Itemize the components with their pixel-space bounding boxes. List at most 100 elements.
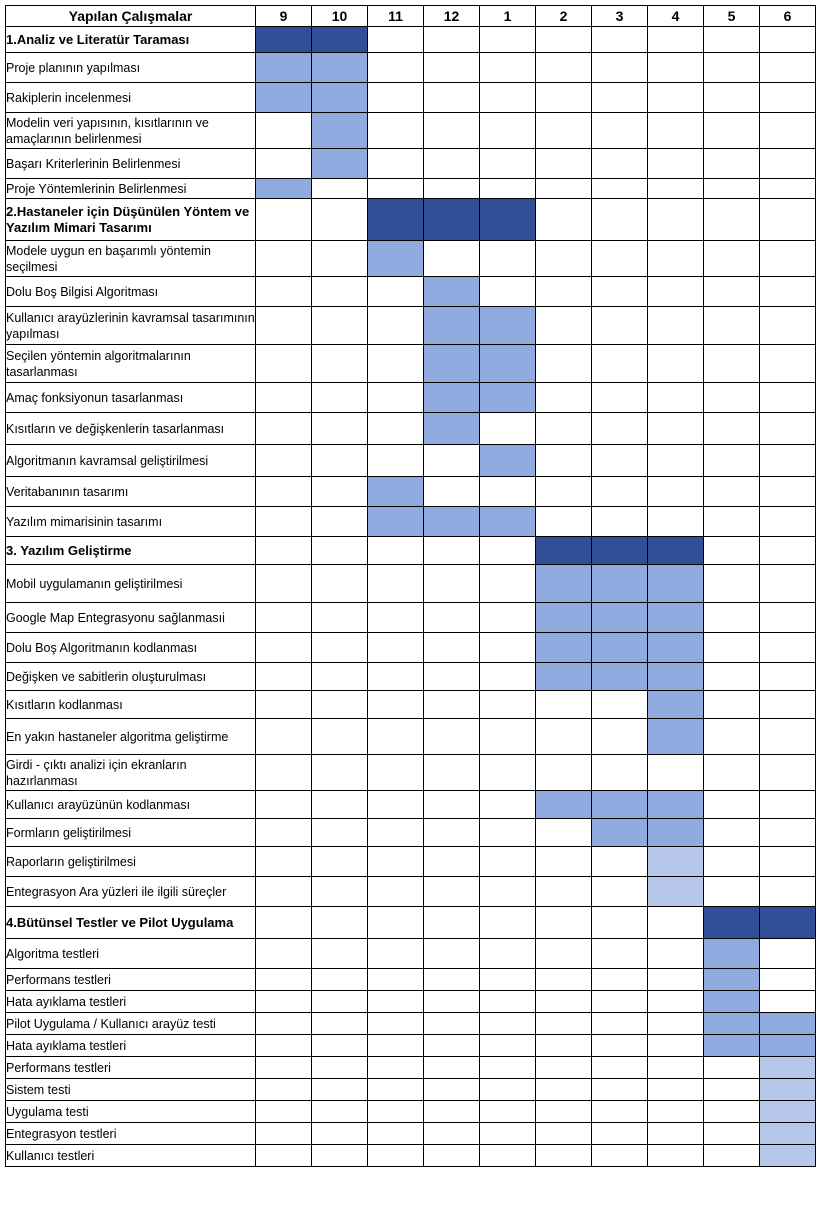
empty-cell [479,1122,536,1145]
empty-cell [647,26,704,53]
empty-cell [647,276,704,307]
empty-cell [647,1056,704,1079]
empty-cell [535,52,592,83]
empty-cell [423,602,480,633]
empty-cell [311,1056,368,1079]
empty-cell [479,52,536,83]
phase-bar-cell [255,26,312,53]
empty-cell [255,632,312,663]
empty-cell [703,198,760,241]
empty-cell [703,632,760,663]
task-row: Rakiplerin incelenmesi [5,82,816,113]
empty-cell [255,1056,312,1079]
empty-cell [759,82,816,113]
empty-cell [703,506,760,537]
empty-cell [255,536,312,565]
task-label: Formların geliştirilmesi [5,818,256,847]
empty-cell [535,754,592,791]
empty-cell [591,1100,648,1123]
empty-cell [703,26,760,53]
empty-cell [423,536,480,565]
empty-cell [479,536,536,565]
task-row: Hata ayıklama testleri [5,1034,816,1057]
empty-cell [591,1144,648,1167]
task-bar-cell [479,382,536,413]
task-bar-cell [311,82,368,113]
month-header: 5 [703,5,760,27]
empty-cell [703,1122,760,1145]
empty-cell [535,818,592,847]
empty-cell [647,1034,704,1057]
empty-cell [479,632,536,663]
task-bar-cell [311,148,368,179]
empty-cell [703,240,760,277]
empty-cell [255,276,312,307]
empty-cell [255,1034,312,1057]
empty-cell [311,276,368,307]
task-bar-cell [591,602,648,633]
empty-cell [255,444,312,477]
task-label: Kullanıcı arayüzlerinin kavramsal tasarı… [5,306,256,345]
empty-cell [703,690,760,719]
empty-cell [535,444,592,477]
empty-cell [591,876,648,907]
empty-cell [479,846,536,877]
empty-cell [759,476,816,507]
task-row: Proje Yöntemlerinin Belirlenmesi [5,178,816,199]
task-label: Google Map Entegrasyonu sağlanmasıi [5,602,256,633]
empty-cell [535,1012,592,1035]
task-bar-cell [479,444,536,477]
empty-cell [591,1034,648,1057]
empty-cell [703,846,760,877]
task-label: Hata ayıklama testleri [5,990,256,1013]
empty-cell [367,1122,424,1145]
task-row: Amaç fonksiyonun tasarlanması [5,382,816,413]
empty-cell [647,306,704,345]
empty-cell [759,276,816,307]
month-header: 4 [647,5,704,27]
task-label: Yazılım mimarisinin tasarımı [5,506,256,537]
empty-cell [479,938,536,969]
empty-cell [535,1100,592,1123]
empty-cell [423,52,480,83]
empty-cell [759,690,816,719]
empty-cell [591,476,648,507]
phase-bar-cell [759,906,816,939]
empty-cell [759,818,816,847]
empty-cell [367,990,424,1013]
task-row: Algoritmanın kavramsal geliştirilmesi [5,444,816,477]
empty-cell [759,602,816,633]
empty-cell [367,52,424,83]
task-label: Amaç fonksiyonun tasarlanması [5,382,256,413]
empty-cell [535,1034,592,1057]
empty-cell [591,990,648,1013]
empty-cell [535,112,592,149]
empty-cell [311,846,368,877]
gantt-chart: Yapılan Çalışmalar 9 10 11 12 1 2 3 4 5 … [5,5,816,1167]
month-header: 10 [311,5,368,27]
task-bar-cell [647,690,704,719]
empty-cell [703,662,760,691]
empty-cell [479,968,536,991]
task-bar-cell [423,506,480,537]
empty-cell [423,876,480,907]
empty-cell [703,112,760,149]
empty-cell [591,506,648,537]
task-bar-cell [367,476,424,507]
empty-cell [479,790,536,819]
empty-cell [367,1100,424,1123]
empty-cell [255,1100,312,1123]
month-header: 12 [423,5,480,27]
empty-cell [423,1012,480,1035]
phase-bar-cell [479,198,536,241]
empty-cell [311,306,368,345]
task-bar-cell [647,718,704,755]
task-bar-light-cell [759,1056,816,1079]
empty-cell [479,564,536,603]
task-label: Dolu Boş Bilgisi Algoritması [5,276,256,307]
empty-cell [535,382,592,413]
empty-cell [423,564,480,603]
task-bar-light-cell [759,1100,816,1123]
empty-cell [311,564,368,603]
empty-cell [367,632,424,663]
